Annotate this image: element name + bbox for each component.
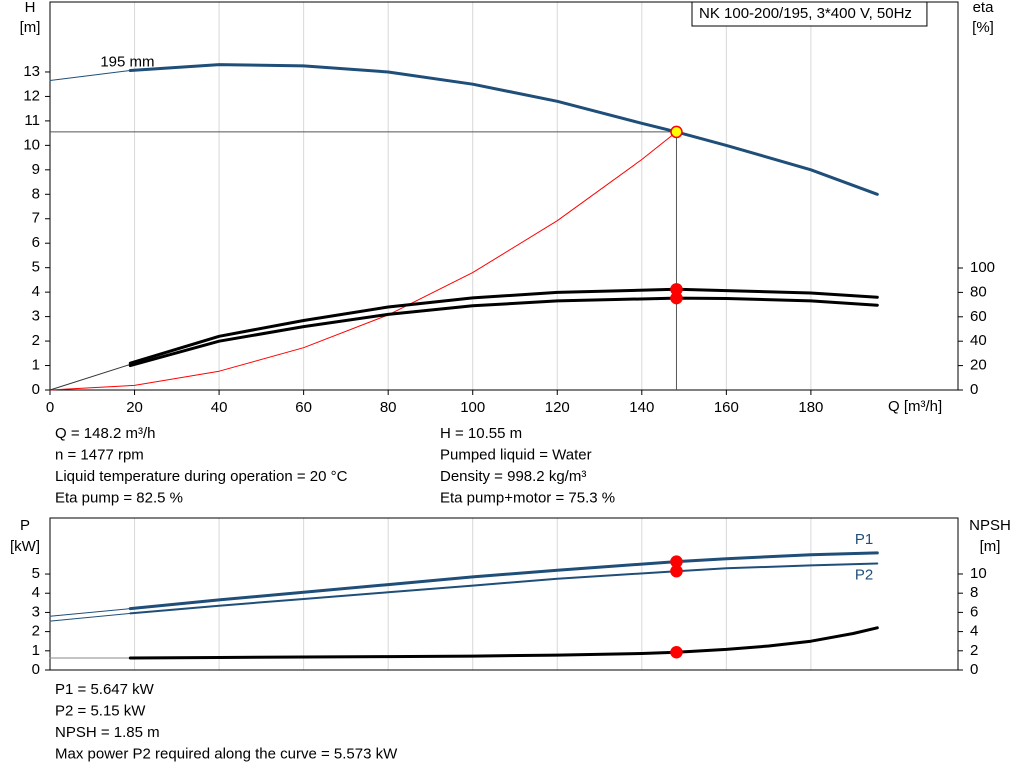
y-tick-label: 4	[32, 283, 40, 300]
y2-axis-label: NPSH	[969, 517, 1011, 534]
info-line: Density = 998.2 kg/m³	[440, 468, 586, 485]
y-axis-unit: [kW]	[10, 538, 40, 555]
curve	[128, 63, 879, 196]
y-tick-label: 1	[32, 357, 40, 374]
y2-tick-label: 6	[970, 603, 978, 620]
x-tick-label: 160	[714, 399, 739, 416]
curve	[128, 296, 879, 368]
y-tick-label: 5	[32, 259, 40, 276]
y-tick-label: 2	[32, 332, 40, 349]
y-tick-label: 2	[32, 623, 40, 640]
x-tick-label: 180	[798, 399, 823, 416]
chart-title: NK 100-200/195, 3*400 V, 50Hz	[699, 5, 912, 22]
x-tick-label: 140	[629, 399, 654, 416]
y-tick-label: 4	[32, 584, 40, 601]
y-tick-label: 5	[32, 565, 40, 582]
info-line: H = 10.55 m	[440, 425, 522, 442]
y2-tick-label: 0	[970, 381, 978, 398]
info-line: P1 = 5.647 kW	[55, 681, 155, 698]
y-tick-label: 13	[23, 63, 40, 80]
x-tick-label: 40	[211, 399, 228, 416]
info-line: NPSH = 1.85 m	[55, 724, 160, 741]
y-tick-label: 3	[32, 603, 40, 620]
y-tick-label: 3	[32, 308, 40, 325]
y2-tick-label: 40	[970, 332, 987, 349]
info-line: Eta pump+motor = 75.3 %	[440, 489, 615, 506]
info-line: n = 1477 rpm	[55, 446, 144, 463]
info-line: Max power P2 required along the curve = …	[55, 745, 398, 762]
y2-axis-unit: [m]	[980, 538, 1001, 555]
y-tick-label: 9	[32, 161, 40, 178]
curve	[49, 608, 131, 617]
operating-point	[670, 291, 683, 305]
curve	[49, 70, 131, 81]
y-tick-label: 6	[32, 234, 40, 251]
y-axis-label: P	[20, 517, 30, 534]
y2-tick-label: 100	[970, 259, 995, 276]
plot-frame	[49, 517, 959, 671]
x-tick-label: 100	[460, 399, 485, 416]
y-axis-unit: [m]	[20, 19, 41, 36]
curve	[128, 287, 879, 365]
x-tick-label: 0	[46, 399, 54, 416]
y-tick-label: 0	[32, 381, 40, 398]
x-tick-label: 20	[126, 399, 143, 416]
operating-point	[670, 645, 683, 659]
curve	[129, 562, 879, 615]
x-tick-label: 80	[380, 399, 397, 416]
info-line: Q = 148.2 m³/h	[55, 425, 155, 442]
x-axis-label: Q [m³/h]	[888, 398, 942, 415]
y2-tick-label: 10	[970, 565, 987, 582]
y-tick-label: 1	[32, 642, 40, 659]
y-tick-label: 12	[23, 87, 40, 104]
series-label: 195 mm	[100, 53, 154, 70]
plot-frame	[49, 1, 959, 391]
info-line: Pumped liquid = Water	[440, 446, 592, 463]
y-tick-label: 10	[23, 136, 40, 153]
y-tick-label: 11	[24, 112, 40, 129]
y2-tick-label: 80	[970, 283, 987, 300]
y2-tick-label: 20	[970, 357, 987, 374]
title-box	[691, 1, 928, 27]
curve	[49, 612, 131, 622]
operating-point	[670, 564, 683, 578]
y2-tick-label: 4	[970, 623, 978, 640]
operating-point	[670, 125, 683, 139]
series-label: P2	[855, 566, 873, 583]
series-label: P1	[855, 531, 873, 548]
y2-axis-unit: [%]	[972, 19, 994, 36]
curve	[128, 551, 879, 611]
y2-tick-label: 60	[970, 308, 987, 325]
y2-tick-label: 2	[970, 642, 978, 659]
x-tick-label: 120	[545, 399, 570, 416]
y-tick-label: 0	[32, 661, 40, 678]
y2-tick-label: 8	[970, 584, 978, 601]
y2-tick-label: 0	[970, 661, 978, 678]
y-tick-label: 7	[32, 210, 40, 227]
info-line: P2 = 5.15 kW	[55, 702, 146, 719]
y-axis-label: H	[25, 0, 36, 16]
y2-axis-label: eta	[973, 0, 995, 16]
curve	[49, 363, 131, 391]
curve	[128, 626, 879, 660]
x-tick-label: 60	[295, 399, 312, 416]
info-line: Eta pump = 82.5 %	[55, 489, 183, 506]
y-tick-label: 8	[32, 185, 40, 202]
info-line: Liquid temperature during operation = 20…	[55, 468, 348, 485]
